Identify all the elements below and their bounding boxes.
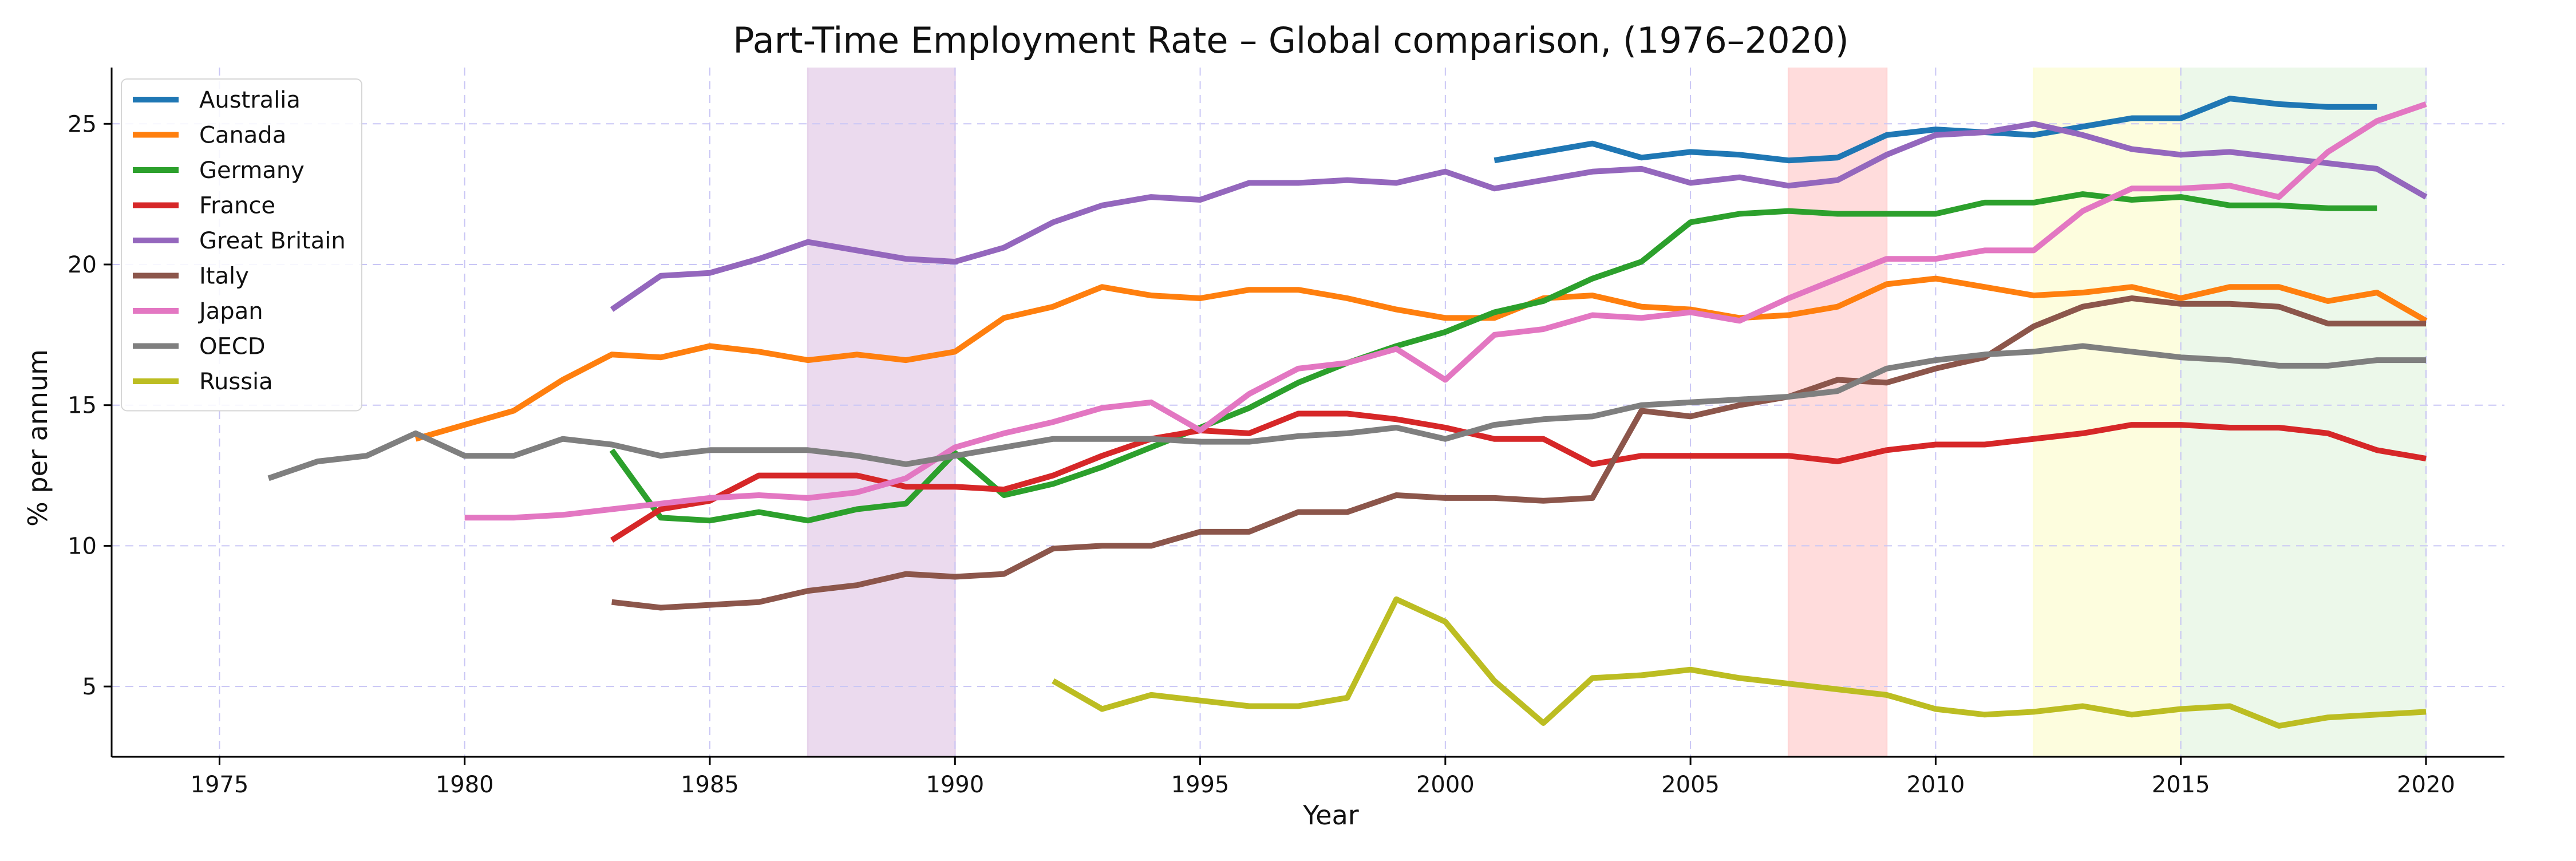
x-tick-label: 1975	[191, 772, 249, 798]
axes	[110, 68, 2504, 758]
x-tick-label: 2015	[2152, 772, 2210, 798]
legend-label-france: France	[199, 193, 275, 219]
x-tick-label: 2010	[1906, 772, 1965, 798]
y-tick-label: 25	[68, 111, 97, 137]
chart-title: Part-Time Employment Rate – Global compa…	[733, 19, 1849, 61]
shaded-period-4	[2180, 68, 2426, 757]
x-tick-label: 2020	[2397, 772, 2455, 798]
legend-label-great-britain: Great Britain	[199, 228, 346, 254]
legend-label-oecd: OECD	[199, 334, 266, 360]
y-tick-label: 15	[68, 393, 97, 419]
legend-label-russia: Russia	[199, 369, 273, 395]
series-line-france	[610, 410, 2427, 543]
tick-labels: 1975 1980 1985 1990 1995 2000 2005 2010 2015 2020…	[68, 111, 2455, 798]
legend-label-canada: Canada	[199, 123, 286, 149]
x-tick-label: 1980	[436, 772, 494, 798]
legend-label-japan: Japan	[197, 298, 263, 325]
legend-label-australia: Australia	[199, 87, 301, 113]
series-lines	[267, 96, 2428, 729]
x-tick-label: 1995	[1171, 772, 1230, 798]
y-tick-label: 20	[68, 252, 97, 278]
series-line-italy	[611, 295, 2426, 611]
x-tick-label: 1990	[926, 772, 984, 798]
series-line-russia	[1052, 596, 2427, 729]
legend-label-italy: Italy	[199, 263, 249, 290]
grid	[112, 68, 2504, 757]
series-line-germany	[609, 191, 2377, 524]
shaded-period-2	[1788, 68, 1887, 757]
legend-label-germany: Germany	[199, 157, 305, 184]
x-tick-label: 2000	[1416, 772, 1475, 798]
series-line-oecd	[267, 343, 2426, 481]
series-line-canada	[414, 275, 2428, 442]
series-line-japan	[464, 101, 2427, 521]
series-line-great-britain	[610, 121, 2428, 312]
y-axis-label: % per annum	[22, 349, 53, 527]
series-line-australia	[1494, 96, 2377, 164]
legend-box	[121, 78, 362, 412]
y-tick-label: 10	[68, 533, 97, 559]
x-tick-label: 1985	[681, 772, 739, 798]
shaded-period-3	[2033, 68, 2181, 757]
x-axis-label: Year	[1302, 800, 1358, 831]
x-tick-label: 2005	[1661, 772, 1720, 798]
y-tick-label: 5	[82, 674, 97, 700]
legend: Australia Canada Germany France Great Britai…	[121, 78, 362, 412]
shaded-period-1	[808, 68, 955, 757]
